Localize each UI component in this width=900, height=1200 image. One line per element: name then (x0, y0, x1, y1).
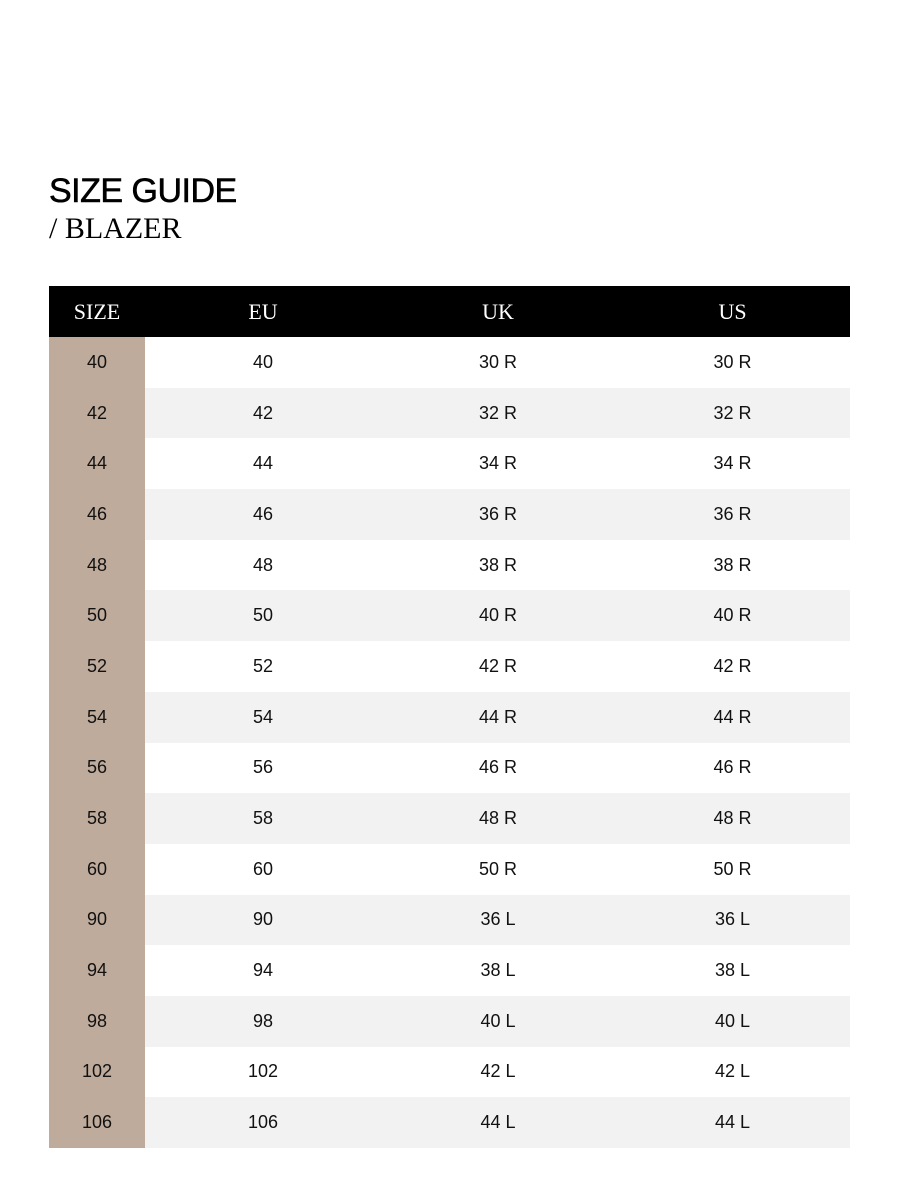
cell-uk: 36 L (381, 894, 615, 946)
cell-uk: 32 R (381, 387, 615, 439)
table-row: 60 60 50 R 50 R (49, 843, 850, 895)
cell-us: 36 L (615, 894, 850, 946)
cell-us: 36 R (615, 489, 850, 540)
cell-us: 44 R (615, 691, 850, 743)
table-row: 46 46 36 R 36 R (49, 489, 850, 540)
cell-eu: 42 (145, 387, 381, 439)
table-header-row: SIZE EU UK US (49, 286, 850, 337)
cell-uk: 38 R (478, 554, 518, 575)
cell-size: 42 (49, 387, 145, 439)
cell-us: 44 L (615, 1097, 850, 1148)
cell-us: 46 R (713, 757, 752, 778)
cell-size: 60 (49, 843, 145, 895)
cell-eu: 46 (145, 489, 381, 540)
cell-uk: 48 R (381, 793, 615, 844)
cell-uk: 42 L (480, 1061, 516, 1082)
size-guide-table: SIZE EU UK US 40 40 30 R 30 R 42 42 32 R 32 R 44… (49, 286, 850, 1148)
table-row: 50 50 40 R 40 R (49, 590, 850, 642)
table-row: 54 54 44 R 44 R (49, 691, 850, 743)
cell-size: 50 (49, 590, 145, 642)
cell-eu: 44 (252, 453, 274, 474)
table-row: 90 90 36 L 36 L (49, 894, 850, 946)
cell-size: 106 (49, 1097, 145, 1148)
header-size: SIZE (49, 286, 145, 337)
header-us: US (615, 286, 850, 337)
table-row: 48 48 38 R 38 R (49, 539, 850, 591)
cell-eu: 90 (145, 894, 381, 946)
cell-eu: 58 (145, 793, 381, 844)
cell-eu: 52 (252, 655, 274, 676)
cell-us: 30 R (713, 351, 752, 372)
table-row: 52 52 42 R 42 R (49, 641, 850, 692)
cell-uk: 42 R (478, 655, 518, 676)
cell-uk: 50 R (478, 858, 518, 879)
cell-us: 40 L (615, 995, 850, 1047)
cell-uk: 40 R (381, 590, 615, 642)
cell-size: 44 (49, 438, 145, 490)
cell-uk: 30 R (478, 351, 518, 372)
cell-eu: 54 (145, 691, 381, 743)
cell-eu: 56 (252, 757, 274, 778)
table-row: 98 98 40 L 40 L (49, 995, 850, 1047)
header-uk: UK (381, 286, 615, 337)
cell-size: 48 (49, 539, 145, 591)
cell-eu: 48 (252, 554, 274, 575)
cell-uk: 40 L (381, 995, 615, 1047)
cell-us: 50 R (713, 858, 752, 879)
cell-size: 40 (49, 337, 145, 388)
cell-size: 98 (49, 995, 145, 1047)
cell-size: 102 (49, 1046, 145, 1098)
cell-uk: 36 R (381, 489, 615, 540)
page-title: SIZE GUIDE (49, 172, 238, 211)
table-row: 102 102 42 L 42 L (49, 1046, 850, 1098)
table-row: 40 40 30 R 30 R (49, 337, 850, 388)
table-row: 106 106 44 L 44 L (49, 1097, 850, 1148)
cell-us: 32 R (615, 387, 850, 439)
cell-uk: 44 R (381, 691, 615, 743)
cell-uk: 44 L (381, 1097, 615, 1148)
cell-eu: 102 (247, 1061, 279, 1082)
table-row: 58 58 48 R 48 R (49, 793, 850, 844)
table-row: 44 44 34 R 34 R (49, 438, 850, 490)
header-eu: EU (145, 286, 381, 337)
cell-size: 90 (49, 894, 145, 946)
cell-eu: 94 (252, 960, 274, 981)
cell-size: 58 (49, 793, 145, 844)
cell-us: 48 R (615, 793, 850, 844)
cell-eu: 40 (252, 351, 274, 372)
cell-size: 54 (49, 691, 145, 743)
cell-eu: 98 (145, 995, 381, 1047)
table-row: 56 56 46 R 46 R (49, 742, 850, 794)
cell-uk: 46 R (478, 757, 518, 778)
cell-us: 38 L (714, 960, 751, 981)
table-row: 42 42 32 R 32 R (49, 387, 850, 439)
cell-eu: 106 (145, 1097, 381, 1148)
cell-eu: 60 (252, 858, 274, 879)
table-row: 94 94 38 L 38 L (49, 945, 850, 996)
cell-size: 94 (49, 945, 145, 996)
cell-uk: 34 R (478, 453, 518, 474)
cell-us: 42 R (713, 655, 752, 676)
cell-us: 38 R (713, 554, 752, 575)
cell-us: 34 R (713, 453, 752, 474)
page-subtitle: / BLAZER (49, 212, 182, 245)
cell-uk: 38 L (480, 960, 516, 981)
cell-size: 46 (49, 489, 145, 540)
cell-size: 52 (49, 641, 145, 692)
cell-us: 42 L (714, 1061, 751, 1082)
cell-us: 40 R (615, 590, 850, 642)
cell-eu: 50 (145, 590, 381, 642)
cell-size: 56 (49, 742, 145, 794)
